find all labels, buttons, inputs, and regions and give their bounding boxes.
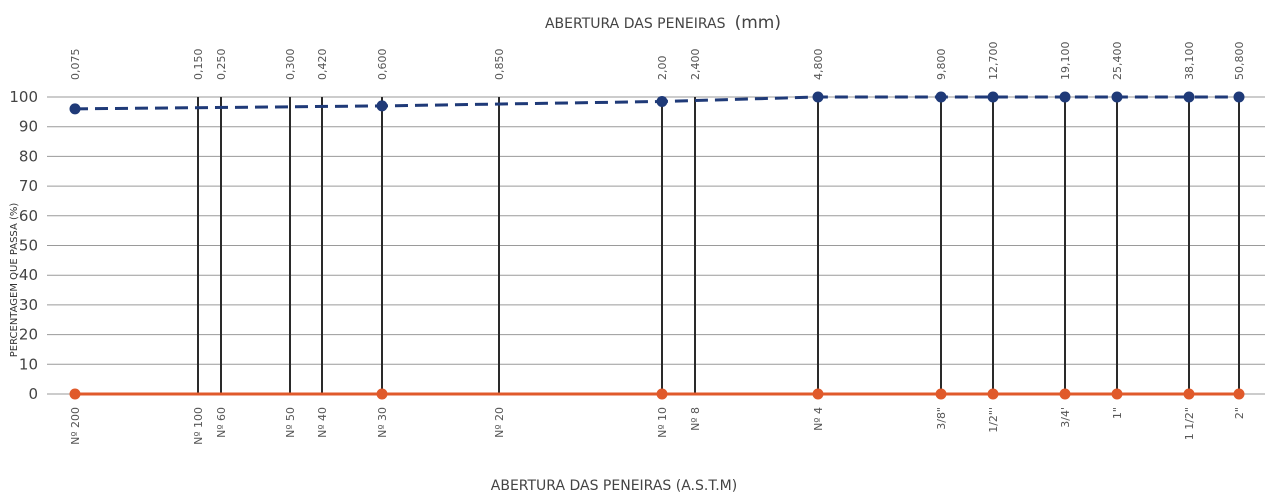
bottom-tick-6: Nº 20 (493, 407, 506, 438)
top-tick-5: 0,600 (376, 49, 389, 81)
top-axis-title-text: ABERTURA DAS PENEIRAS (545, 16, 726, 32)
top-tick-11: 12,700 (987, 42, 1000, 81)
bottom-tick-0: Nº 200 (69, 407, 82, 445)
top-tick-10: 9,800 (935, 49, 948, 81)
series-group (69, 91, 1245, 400)
y-tick-60: 60 (19, 207, 38, 225)
series-0-point-5 (987, 91, 999, 103)
y-tick-30: 30 (19, 296, 38, 314)
top-axis-title-unit: (mm) (735, 13, 781, 33)
bottom-tick-5: Nº 30 (376, 407, 389, 438)
top-tick-labels: 0,075 0,150 0,250 0,300 0,420 0,600 0,850 2,00 2… (69, 42, 1246, 81)
series-0-point-7 (1111, 91, 1123, 103)
bottom-tick-4: Nº 40 (316, 407, 329, 438)
y-tick-40: 40 (19, 266, 38, 284)
top-tick-9: 4,800 (812, 49, 825, 81)
series-1-point-4 (935, 388, 947, 400)
bottom-tick-10: 3/8" (935, 407, 948, 430)
top-tick-4: 0,420 (316, 49, 329, 81)
top-tick-1: 0,150 (192, 49, 205, 81)
series-1-point-6 (1059, 388, 1071, 400)
bottom-tick-8: Nº 8 (689, 407, 702, 431)
y-tick-70: 70 (19, 177, 38, 195)
bottom-tick-2: Nº 60 (215, 407, 228, 438)
top-tick-3: 0,300 (284, 49, 297, 81)
top-tick-7: 2,00 (656, 56, 669, 81)
y-tick-100: 100 (9, 88, 38, 106)
series-1-point-0 (69, 388, 81, 400)
series-1-point-1 (376, 388, 388, 400)
top-tick-0: 0,075 (69, 49, 82, 81)
y-tick-80: 80 (19, 147, 38, 165)
bottom-tick-1: Nº 100 (192, 407, 205, 445)
y-tick-50: 50 (19, 237, 38, 255)
bottom-tick-labels: Nº 200 Nº 100 Nº 60 Nº 50 Nº 40 Nº 30 Nº 20 Nº … (69, 407, 1246, 445)
series-1-point-3 (812, 388, 824, 400)
bottom-tick-11: 1/2"' (987, 407, 1000, 433)
series-0-point-2 (656, 95, 668, 107)
series-1-point-8 (1183, 388, 1195, 400)
y-tick-labels: 0 10 20 30 40 50 60 70 80 90 100 (9, 88, 38, 403)
series-0-point-3 (812, 91, 824, 103)
bottom-tick-14: 1 1/2" (1183, 407, 1196, 440)
y-tick-90: 90 (19, 118, 38, 136)
bottom-tick-13: 1" (1111, 407, 1124, 419)
bottom-tick-15: 2" (1233, 407, 1246, 419)
series-0-point-1 (376, 100, 388, 112)
top-tick-8: 2,400 (689, 49, 702, 81)
top-axis-title: ABERTURA DAS PENEIRAS (mm) (545, 13, 781, 33)
bottom-tick-12: 3/4' (1059, 407, 1072, 428)
top-tick-6: 0,850 (493, 49, 506, 81)
top-tick-12: 19,100 (1059, 42, 1072, 81)
top-tick-13: 25,400 (1111, 42, 1124, 81)
horizontal-gridlines (47, 96, 1265, 395)
series-0-point-9 (1233, 91, 1245, 103)
sieve-lines (197, 97, 1240, 394)
series-1-point-2 (656, 388, 668, 400)
top-tick-2: 0,250 (215, 49, 228, 81)
y-tick-0: 0 (28, 385, 38, 403)
series-1-point-5 (987, 388, 999, 400)
series-0-point-4 (935, 91, 947, 103)
bottom-tick-9: Nº 4 (812, 407, 825, 431)
bottom-tick-3: Nº 50 (284, 407, 297, 438)
top-tick-14: 38,100 (1183, 42, 1196, 81)
bottom-tick-7: Nº 10 (656, 407, 669, 438)
y-tick-20: 20 (19, 326, 38, 344)
y-axis-label: PERCENTAGEM QUE PASSA (%) (9, 203, 20, 358)
series-0-point-0 (69, 103, 81, 115)
series-0-point-8 (1183, 91, 1195, 103)
y-tick-10: 10 (19, 355, 38, 373)
series-1-point-9 (1233, 388, 1245, 400)
x-axis-label: ABERTURA DAS PENEIRAS (A.S.T.M) (491, 478, 737, 494)
series-0-point-6 (1059, 91, 1071, 103)
series-1-point-7 (1111, 388, 1123, 400)
series-line-0 (74, 95, 1239, 111)
top-tick-15: 50,800 (1233, 42, 1246, 81)
